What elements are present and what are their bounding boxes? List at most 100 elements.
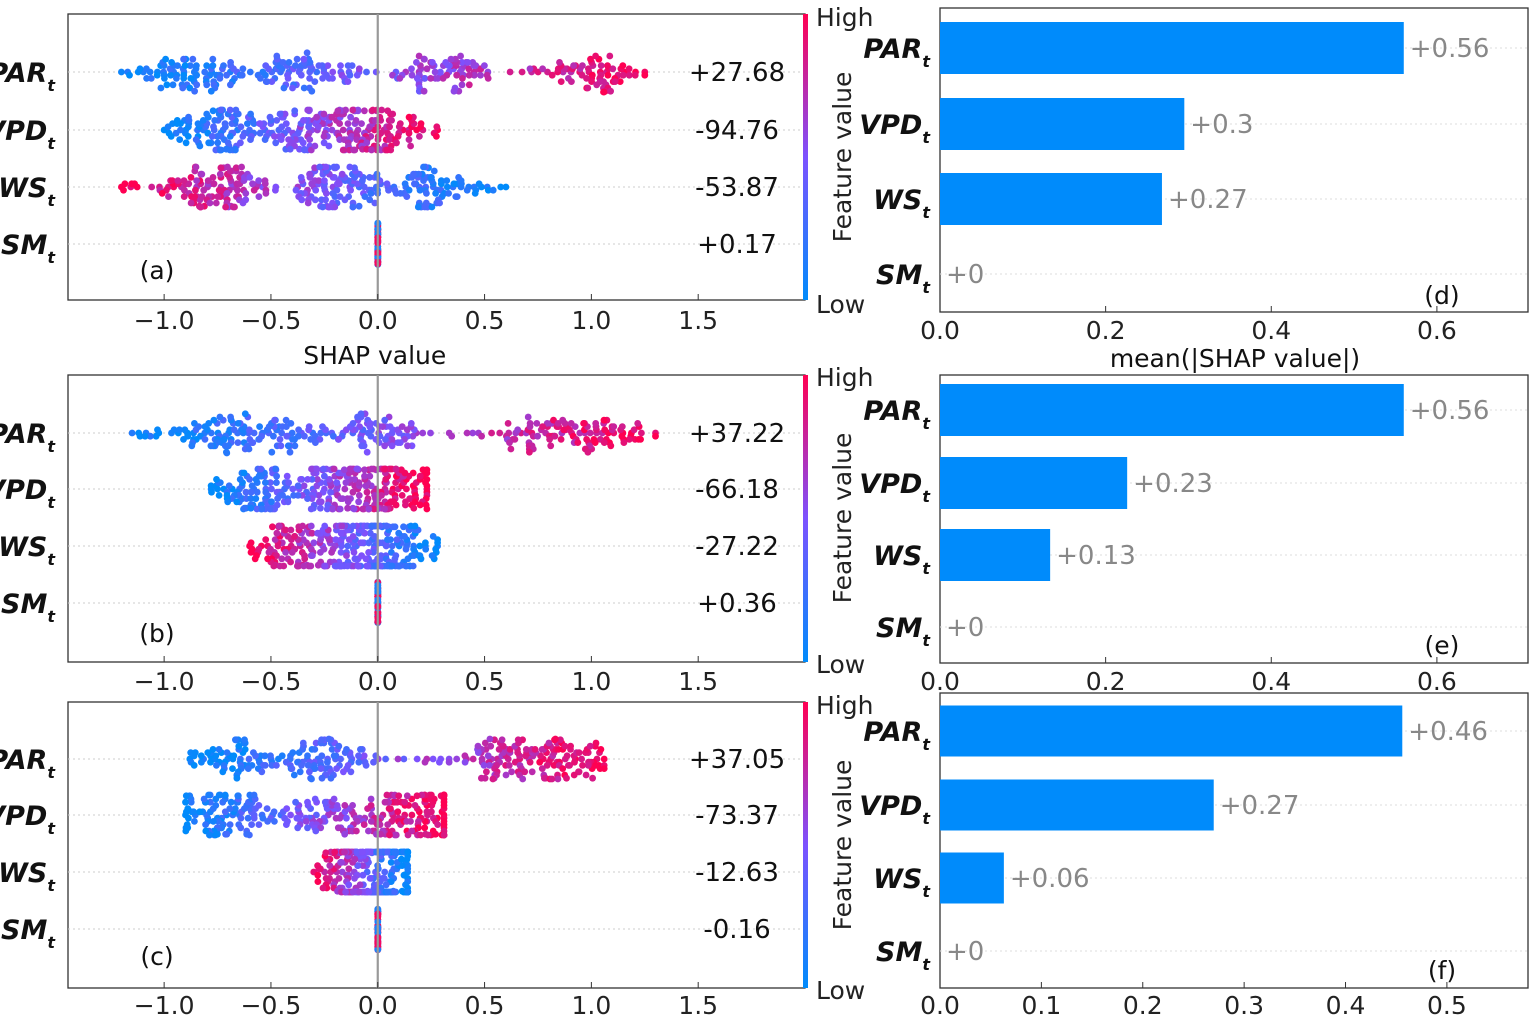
shap-point	[370, 505, 378, 513]
shap-point	[141, 432, 149, 440]
bar-ws	[940, 852, 1004, 904]
feature-label-vpd: VPDt	[0, 475, 56, 512]
shap-point	[423, 466, 431, 474]
shap-point	[261, 762, 269, 769]
x-tick-label: 0.3	[1224, 991, 1264, 1020]
shap-point	[427, 429, 434, 437]
shap-point	[262, 479, 269, 486]
x-tick-label: 0.6	[1417, 667, 1457, 696]
shap-point	[195, 423, 203, 430]
shap-point	[232, 146, 239, 154]
shap-point	[402, 501, 409, 509]
shap-point	[561, 742, 569, 750]
shap-point	[300, 55, 308, 63]
shap-point	[321, 472, 328, 480]
shap-point	[384, 107, 392, 115]
shap-point	[256, 129, 264, 137]
shap-point	[411, 180, 418, 188]
shap-point	[221, 442, 229, 450]
shap-point	[229, 203, 237, 211]
shap-point	[271, 818, 278, 825]
shap-point	[314, 862, 321, 869]
shap-point	[398, 423, 406, 430]
shap-point	[247, 110, 255, 118]
shap-point	[311, 142, 319, 150]
shap-point	[250, 186, 258, 194]
shap-point	[423, 190, 430, 197]
shap-point	[366, 529, 374, 537]
shap-point	[582, 771, 590, 779]
shap-point	[311, 164, 318, 172]
shap-point	[386, 123, 393, 131]
shap-point	[230, 752, 238, 760]
shap-point	[242, 488, 250, 496]
shap-point	[292, 798, 299, 806]
shap-point	[284, 75, 292, 82]
shap-point	[355, 758, 363, 766]
shap-point	[337, 549, 345, 556]
shap-point	[222, 203, 230, 211]
shap-point	[630, 426, 638, 434]
shap-point	[445, 190, 452, 197]
shap-point	[325, 142, 333, 150]
shap-point	[382, 755, 389, 763]
shap-point	[349, 203, 357, 211]
shap-point	[302, 818, 310, 825]
shap-point	[334, 107, 342, 115]
colorbar-high-label: High	[816, 3, 873, 32]
shap-point	[232, 106, 240, 114]
x-tick-label: 1.5	[678, 991, 718, 1020]
shap-point	[209, 174, 217, 181]
shap-point	[578, 755, 585, 763]
shap-point	[313, 476, 321, 483]
shap-point	[311, 746, 319, 753]
shap-point	[331, 203, 339, 211]
shap-point	[342, 888, 349, 896]
shap-point	[402, 545, 410, 553]
shap-point	[609, 65, 617, 73]
shap-point	[452, 193, 460, 201]
shap-point	[242, 196, 250, 204]
shap-point	[227, 413, 235, 421]
shap-point	[136, 65, 144, 73]
shap-point	[301, 555, 309, 563]
shap-point	[251, 555, 259, 563]
shap-point	[459, 75, 466, 82]
shap-point	[344, 562, 351, 570]
shap-point	[215, 791, 223, 799]
shap-point	[344, 542, 352, 550]
shap-point	[355, 498, 362, 506]
shap-point	[283, 805, 291, 812]
shap-point	[268, 485, 275, 493]
shap-point	[366, 174, 373, 181]
shap-point	[625, 436, 633, 443]
shap-point	[249, 439, 257, 446]
shap-point	[511, 436, 519, 443]
shap-point	[250, 791, 258, 799]
shap-point	[436, 758, 443, 766]
shap-point	[507, 445, 515, 453]
shap-point	[193, 177, 201, 185]
shap-point	[387, 859, 395, 866]
shap-point	[559, 416, 567, 424]
shap-point	[273, 117, 281, 124]
shap-point	[200, 795, 208, 803]
shap-point	[543, 762, 551, 769]
shap-point	[143, 75, 151, 82]
shap-point	[316, 498, 323, 506]
shap-point	[173, 117, 181, 124]
shap-point	[601, 426, 609, 434]
shap-point	[353, 848, 361, 856]
shap-point	[223, 449, 231, 457]
shap-point	[210, 416, 218, 424]
shap-point	[152, 432, 160, 440]
shap-point	[308, 775, 315, 783]
shap-point	[410, 170, 417, 178]
shap-point	[411, 802, 419, 809]
shap-point	[538, 746, 546, 753]
shap-point	[388, 442, 396, 450]
shap-point	[335, 742, 343, 750]
shap-point	[191, 818, 198, 825]
shap-point	[385, 136, 393, 144]
shap-point	[118, 68, 125, 76]
